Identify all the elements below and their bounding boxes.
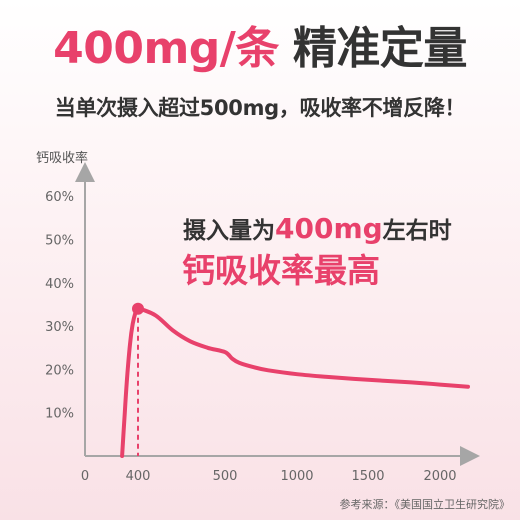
- y-axis-label: 钙吸收率: [36, 150, 88, 166]
- annotation-line1: 摄入量为400mg左右时: [183, 212, 452, 245]
- y-tick-label: 10%: [45, 407, 74, 422]
- y-tick-label: 30%: [45, 320, 74, 335]
- headline: 400mg/条 精准定量: [0, 22, 520, 76]
- x-tick-label: 1500: [351, 469, 384, 484]
- series-line: [120, 306, 470, 458]
- y-tick-label: 40%: [45, 277, 74, 292]
- x-tick-label: 0: [81, 469, 89, 484]
- x-tick-label: 400: [126, 469, 151, 484]
- x-tick-label: 500: [213, 469, 238, 484]
- x-tick-label: 2000: [423, 469, 456, 484]
- annotation-line2: 钙吸收率最高: [182, 251, 380, 290]
- peak-marker: [132, 302, 144, 315]
- y-tick-label: 20%: [45, 363, 74, 378]
- x-tick-label: 1000: [280, 469, 313, 484]
- subheadline: 当单次摄入超过500mg，吸收率不增反降！: [54, 96, 466, 120]
- headline-dosage: 400mg/条: [53, 23, 279, 74]
- y-tick-label: 60%: [45, 190, 74, 205]
- headline-precision: 精准定量: [292, 23, 468, 74]
- y-tick-label: 50%: [45, 234, 74, 249]
- source-citation: 参考来源：《美国国立卫生研究院》: [339, 498, 511, 511]
